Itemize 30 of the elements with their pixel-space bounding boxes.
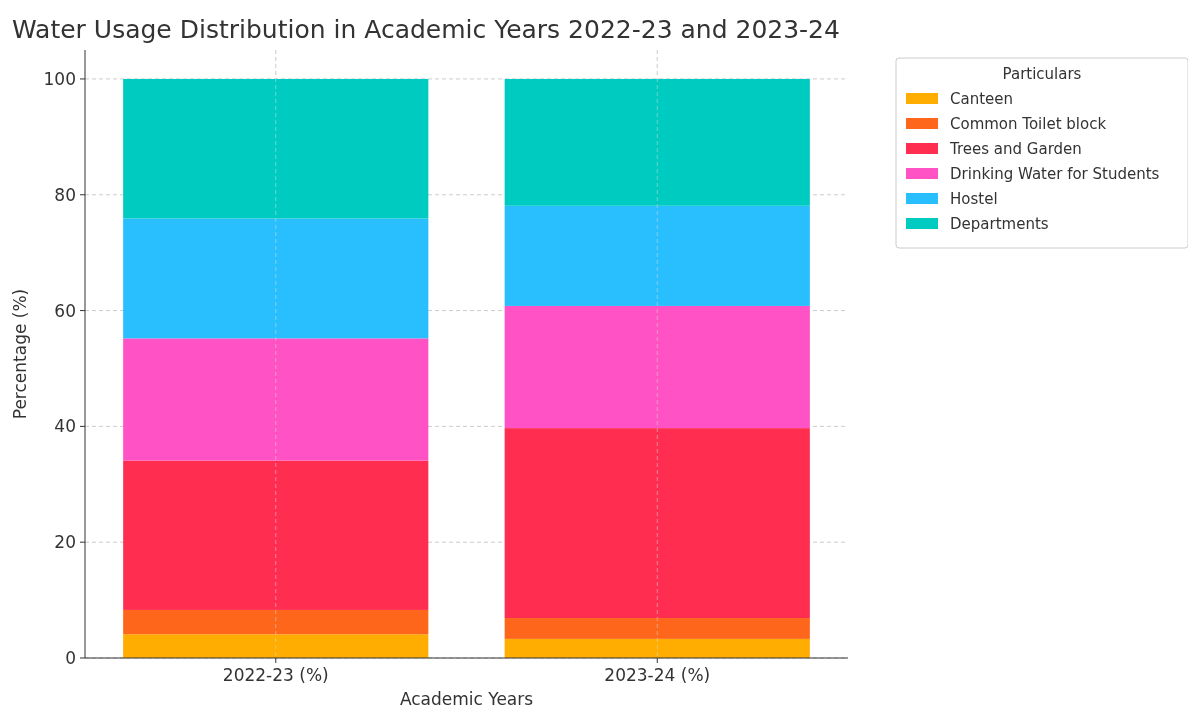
legend-label: Departments bbox=[950, 215, 1049, 234]
x-axis-title: Academic Years bbox=[399, 689, 534, 709]
bar bbox=[504, 618, 810, 639]
y-tick-label: 80 bbox=[54, 184, 76, 205]
bar bbox=[123, 78, 429, 219]
y-tick-label: 40 bbox=[54, 416, 76, 437]
bar bbox=[504, 428, 810, 619]
y-tick-label: 60 bbox=[54, 300, 76, 321]
legend-title: Particulars bbox=[1002, 65, 1082, 83]
y-axis-title: Percentage (%) bbox=[10, 288, 30, 420]
bar bbox=[504, 305, 810, 429]
legend-label: Canteen bbox=[950, 90, 1014, 109]
bar bbox=[123, 460, 429, 610]
x-tick-label: 2022-23 (%) bbox=[222, 665, 329, 685]
chart-title: Water Usage Distribution in Academic Years 2022-23 and 2023-24 bbox=[12, 15, 840, 44]
bar bbox=[504, 638, 810, 658]
legend-label: Hostel bbox=[950, 190, 998, 209]
bar bbox=[504, 205, 810, 306]
legend-label: Trees and Garden bbox=[949, 140, 1082, 159]
bar bbox=[123, 218, 429, 339]
y-tick-label: 0 bbox=[65, 647, 76, 668]
legend-label: Drinking Water for Students bbox=[950, 165, 1160, 184]
y-tick-label: 100 bbox=[43, 68, 76, 89]
y-tick-label: 20 bbox=[54, 532, 76, 553]
bar bbox=[123, 338, 429, 461]
bar bbox=[504, 78, 810, 206]
legend-label: Common Toilet block bbox=[950, 115, 1107, 134]
bar bbox=[123, 609, 429, 635]
bar bbox=[123, 634, 429, 658]
x-tick-label: 2023-24 (%) bbox=[604, 665, 711, 685]
